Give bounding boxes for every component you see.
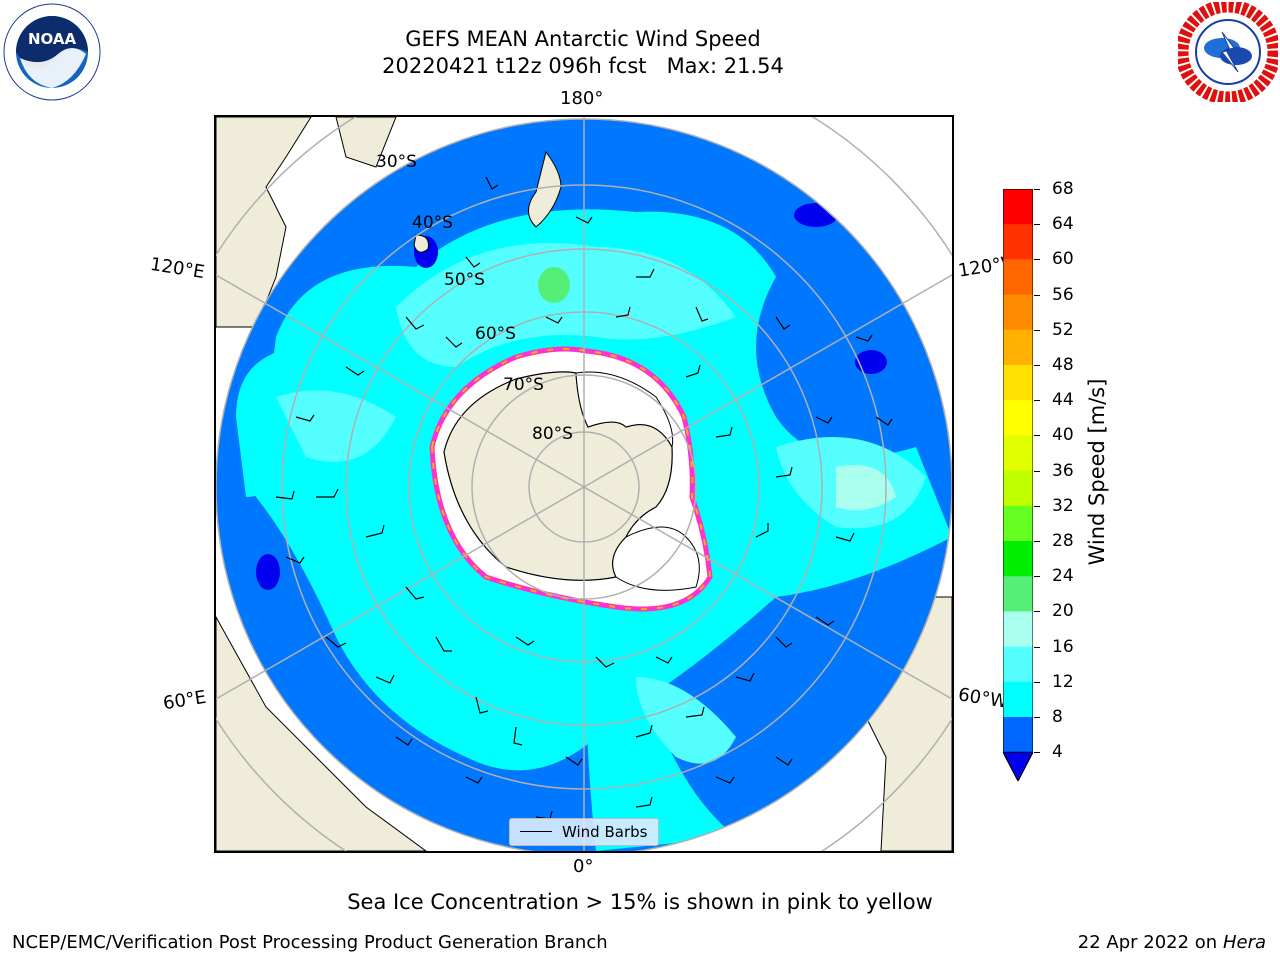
colorbar-tick-label: 60: [1052, 249, 1074, 270]
colorbar-segment: [1003, 470, 1033, 507]
colorbar-tick-mark: [1034, 541, 1040, 542]
colorbar-segment: [1003, 717, 1033, 753]
lon-label-upper-left: 120°E: [148, 253, 207, 284]
colorbar-tick-label: 20: [1052, 601, 1074, 622]
colorbar-svg: [1002, 188, 1034, 783]
sea-ice-note: Sea Ice Concentration > 15% is shown in …: [347, 890, 933, 914]
footer-date: 22 Apr 2022 on: [1077, 932, 1223, 953]
tasmania-land: [413, 234, 429, 253]
nws-logo: [1175, 0, 1280, 105]
lon-label-top: 180°: [560, 88, 604, 109]
new-zealand-land: [528, 150, 562, 228]
colorbar-tick-label: 28: [1052, 531, 1074, 551]
wind-speed-12-16-south: [636, 677, 736, 764]
footer-right-date: 22 Apr 2022 on Hera: [1078, 932, 1266, 953]
colorbar-tick-mark: [1034, 189, 1040, 190]
colorbar-segment: [1003, 329, 1033, 366]
colorbar-tick-label: 52: [1052, 319, 1074, 340]
colorbar-tick-mark: [1034, 329, 1040, 331]
colorbar-segment: [1003, 435, 1033, 472]
antarctica-land: [443, 371, 673, 581]
colorbar-tick-mark: [1034, 717, 1040, 718]
lon-label-bottom: 0°: [573, 856, 594, 877]
colorbar-segment: [1003, 576, 1033, 612]
colorbar-segment: [1003, 646, 1033, 683]
lat-label-40s: 40°S: [412, 213, 453, 233]
colorbar-tick-mark: [1034, 470, 1040, 472]
wind-speed-16-20: [836, 465, 896, 511]
wind-speed-8-12-west: [236, 347, 316, 497]
footer-host: Hera: [1222, 932, 1266, 953]
chart-subtitle: 20220421 t12z 096h fcst Max: 21.54: [382, 54, 784, 78]
footer-left-credit: NCEP/EMC/Verification Post Processing Pr…: [12, 932, 608, 953]
wind-speed-20-24: [538, 267, 570, 303]
graticule: [216, 117, 952, 851]
colorbar: [1002, 188, 1034, 783]
colorbar-tick-mark: [1034, 294, 1040, 296]
colorbar-segment: [1003, 224, 1033, 260]
colorbar-tick-label: 48: [1052, 355, 1074, 375]
colorbar-label: Wind Speed [m/s]: [1085, 378, 1109, 566]
colorbar-segment: [1003, 294, 1033, 331]
lat-label-70s: 70°S: [503, 375, 544, 395]
colorbar-tick-mark: [1034, 646, 1040, 648]
colorbar-tick-mark: [1034, 365, 1040, 366]
wind-barbs: [275, 176, 893, 820]
colorbar-segment: [1003, 189, 1033, 225]
polar-map: [214, 115, 954, 853]
colorbar-tick-label: 8: [1052, 707, 1063, 727]
colorbar-tick-label: 4: [1052, 742, 1063, 763]
colorbar-segment: [1003, 259, 1033, 296]
colorbar-tick-mark: [1034, 681, 1040, 683]
colorbar-extend-arrow: [1002, 751, 1034, 783]
lon-label-lower-left: 60°E: [161, 686, 208, 715]
colorbar-tick-mark: [1034, 576, 1040, 578]
chart-title: GEFS MEAN Antarctic Wind Speed: [405, 27, 761, 51]
colorbar-segment: [1003, 365, 1033, 401]
colorbar-segment: [1003, 505, 1033, 542]
colorbar-tick-label: 24: [1052, 566, 1074, 587]
colorbar-tick-label: 44: [1052, 390, 1074, 411]
colorbar-tick-mark: [1034, 752, 1040, 754]
colorbar-ticks: 68 64 60 56 52 48 44 40 36 32 28 24 20 16 12 8 4: [1034, 179, 1094, 769]
ross-ice-shelf: [575, 371, 674, 449]
weddell-ice-shelf: [612, 526, 700, 591]
colorbar-outline: [1002, 188, 1034, 783]
wind-speed-low-patch-3: [256, 554, 280, 590]
lat-label-50s: 50°S: [444, 270, 485, 290]
colorbar-tick-label: 64: [1052, 214, 1074, 235]
colorbar-tick-mark: [1034, 435, 1040, 437]
colorbar-tick-mark: [1034, 259, 1040, 261]
lat-label-80s: 80°S: [532, 424, 573, 444]
colorbar-segment: [1003, 681, 1033, 718]
colorbar-segment: [1003, 541, 1033, 577]
noaa-logo-text: NOAA: [28, 30, 77, 48]
legend-line: [520, 831, 552, 832]
colorbar-tick-label: 40: [1052, 425, 1074, 446]
colorbar-tick-mark: [1034, 611, 1040, 613]
lon-label-lower-right: 60°W: [956, 684, 1010, 713]
colorbar-tick-mark: [1034, 400, 1040, 402]
lat-label-30s: 30°S: [376, 152, 417, 172]
colorbar-segment: [1003, 400, 1033, 436]
legend-label: Wind Barbs: [562, 823, 648, 841]
colorbar-tick-label: 12: [1052, 671, 1074, 692]
wind-barb-legend: Wind Barbs: [509, 818, 659, 846]
colorbar-tick-label: 68: [1052, 179, 1074, 199]
colorbar-tick-label: 16: [1052, 636, 1074, 657]
colorbar-tick-mark: [1034, 224, 1040, 226]
colorbar-tick-label: 56: [1052, 284, 1074, 305]
colorbar-segment: [1003, 611, 1033, 648]
colorbar-tick-label: 32: [1052, 495, 1074, 516]
colorbar-tick-mark: [1034, 505, 1040, 507]
lat-label-60s: 60°S: [475, 324, 516, 344]
colorbar-tick-label: 36: [1052, 460, 1074, 481]
wind-speed-low-patch-2: [855, 350, 887, 374]
noaa-logo: NOAA: [2, 2, 102, 102]
polar-map-svg: [216, 117, 952, 851]
wind-speed-12-16-west: [276, 390, 396, 462]
